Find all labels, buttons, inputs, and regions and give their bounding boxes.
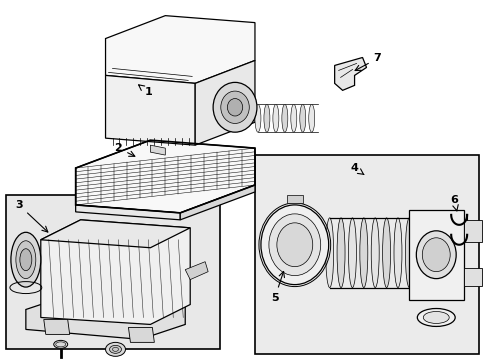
Polygon shape <box>150 145 165 155</box>
Ellipse shape <box>415 231 455 279</box>
Bar <box>463 220 481 242</box>
Polygon shape <box>44 319 69 334</box>
Polygon shape <box>105 75 195 145</box>
Ellipse shape <box>276 223 312 267</box>
Bar <box>6 195 220 349</box>
Polygon shape <box>185 262 208 280</box>
Ellipse shape <box>20 249 32 271</box>
Bar <box>463 268 481 285</box>
Ellipse shape <box>325 218 333 288</box>
Polygon shape <box>180 185 254 220</box>
Text: 7: 7 <box>354 54 381 71</box>
Ellipse shape <box>382 218 390 288</box>
Ellipse shape <box>308 104 314 132</box>
Ellipse shape <box>423 311 448 323</box>
Ellipse shape <box>16 241 36 279</box>
Ellipse shape <box>416 309 454 327</box>
Text: 2: 2 <box>114 143 135 156</box>
Ellipse shape <box>336 218 345 288</box>
Ellipse shape <box>290 104 296 132</box>
Text: 1: 1 <box>138 85 152 97</box>
Polygon shape <box>76 205 180 220</box>
Polygon shape <box>254 155 478 354</box>
Text: 3: 3 <box>15 200 48 232</box>
Text: 5: 5 <box>270 271 284 302</box>
Polygon shape <box>41 220 190 324</box>
Ellipse shape <box>348 218 356 288</box>
Ellipse shape <box>359 218 367 288</box>
Ellipse shape <box>227 99 242 116</box>
Polygon shape <box>195 60 254 145</box>
Polygon shape <box>286 195 302 203</box>
Ellipse shape <box>105 342 125 356</box>
Text: 6: 6 <box>449 195 457 211</box>
Polygon shape <box>334 58 366 90</box>
Ellipse shape <box>393 218 401 288</box>
Ellipse shape <box>213 82 256 132</box>
Polygon shape <box>408 210 463 300</box>
Ellipse shape <box>254 104 261 132</box>
Polygon shape <box>105 15 254 84</box>
Ellipse shape <box>11 232 41 287</box>
Ellipse shape <box>261 205 328 285</box>
Ellipse shape <box>268 214 320 276</box>
Ellipse shape <box>405 218 412 288</box>
Polygon shape <box>128 328 154 342</box>
Ellipse shape <box>422 238 449 272</box>
Ellipse shape <box>272 104 278 132</box>
Ellipse shape <box>109 345 121 353</box>
Ellipse shape <box>54 340 67 348</box>
Polygon shape <box>26 294 185 339</box>
Polygon shape <box>41 220 190 248</box>
Ellipse shape <box>299 104 305 132</box>
Ellipse shape <box>221 91 249 123</box>
Polygon shape <box>76 140 254 213</box>
Ellipse shape <box>370 218 378 288</box>
Text: 4: 4 <box>350 163 363 175</box>
Ellipse shape <box>264 104 269 132</box>
Ellipse shape <box>281 104 287 132</box>
